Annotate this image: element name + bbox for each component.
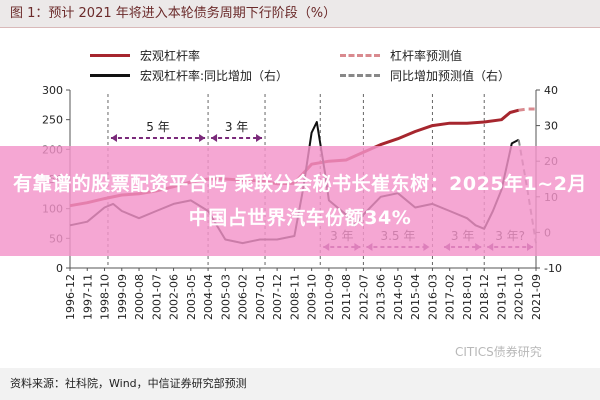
x-tick-label: 2020-10 — [513, 274, 526, 320]
y-right-tick-label: 40 — [544, 84, 558, 97]
x-tick-label: 1997-11 — [81, 274, 94, 320]
x-tick-label: 2000-08 — [133, 274, 146, 320]
series-leverage-forecast-line — [518, 107, 536, 112]
x-tick-label: 2006-02 — [237, 274, 250, 320]
legend-swatch-leverage-forecast — [340, 54, 380, 57]
x-tick-label: 2018-12 — [478, 274, 491, 320]
promo-banner[interactable]: 有靠谱的股票配资平台吗 乘联分会秘书长崔东树：2025年1~2月中国占世界汽车份… — [0, 146, 600, 256]
period-arrow-head-left — [110, 134, 117, 142]
period-label: 5 年 — [146, 120, 169, 134]
legend-item-yoy-forecast: 同比增加预测值（右） — [340, 67, 510, 84]
x-tick-label: 2017-02 — [444, 274, 457, 320]
x-tick-label: 2010-09 — [323, 274, 336, 320]
x-tick-label: 2013-06 — [375, 274, 388, 320]
y-left-tick-label: 250 — [42, 114, 63, 127]
legend-label-yoy-forecast: 同比增加预测值（右） — [390, 69, 511, 83]
x-tick-label: 2019-11 — [495, 274, 508, 320]
y-right-tick-label: 30 — [544, 120, 558, 133]
chart-legend: 宏观杠杆率 杠杆率预测值 宏观杠杆率:同比增加（右） 同比增加预测值（右） — [90, 47, 570, 85]
x-tick-label: 1996-12 — [64, 274, 77, 320]
y-right-tick-label: -10 — [544, 262, 562, 275]
x-tick-label: 1999-09 — [116, 274, 129, 320]
y-left-tick-label: 0 — [56, 262, 63, 275]
legend-item-leverage-forecast: 杠杆率预测值 — [340, 47, 462, 64]
x-tick-label: 2012-07 — [357, 274, 370, 320]
legend-item-leverage: 宏观杠杆率 — [90, 47, 200, 64]
period-arrow-head-right — [256, 134, 263, 142]
x-tick-label: 2015-04 — [409, 274, 422, 320]
watermark: CITICS债券研究 — [455, 345, 542, 359]
x-tick-label: 2001-07 — [150, 274, 163, 320]
x-tick-label: 2018-01 — [461, 274, 474, 320]
x-tick-label: 2021-09 — [530, 274, 543, 320]
x-tick-label: 2009-10 — [306, 274, 319, 320]
legend-item-yoy: 宏观杠杆率:同比增加（右） — [90, 67, 288, 84]
legend-label-yoy: 宏观杠杆率:同比增加（右） — [140, 69, 289, 83]
x-tick-label: 2007-01 — [254, 274, 267, 320]
period-arrow-head-right — [199, 134, 206, 142]
x-tick-label: 2007-12 — [271, 274, 284, 320]
legend-label-leverage-forecast: 杠杆率预测值 — [390, 49, 463, 63]
figure-title: 图 1：预计 2021 年将进入本轮债务周期下行阶段（%） — [0, 0, 600, 28]
legend-swatch-yoy-forecast — [340, 74, 380, 77]
period-arrow-head-left — [211, 134, 218, 142]
x-tick-label: 2004-04 — [202, 274, 215, 320]
period-label: 3 年 — [225, 120, 248, 134]
x-tick-label: 2003-05 — [185, 274, 198, 320]
x-tick-label: 2005-03 — [219, 274, 232, 320]
x-tick-label: 2002-06 — [168, 274, 181, 320]
x-tick-label: 2016-03 — [426, 274, 439, 320]
source-note: 资料来源：社科院，Wind，中信证券研究部预测 — [0, 368, 600, 400]
y-left-tick-label: 300 — [42, 84, 63, 97]
x-tick-label: 2011-08 — [340, 274, 353, 320]
promo-banner-text[interactable]: 有靠谱的股票配资平台吗 乘联分会秘书长崔东树：2025年1~2月中国占世界汽车份… — [13, 173, 587, 229]
legend-swatch-leverage — [90, 54, 130, 57]
x-tick-label: 2014-05 — [392, 274, 405, 320]
legend-label-leverage: 宏观杠杆率 — [140, 49, 201, 63]
x-tick-label: 1998-10 — [99, 274, 112, 320]
legend-swatch-yoy — [90, 74, 130, 77]
x-tick-label: 2008-11 — [288, 274, 301, 320]
